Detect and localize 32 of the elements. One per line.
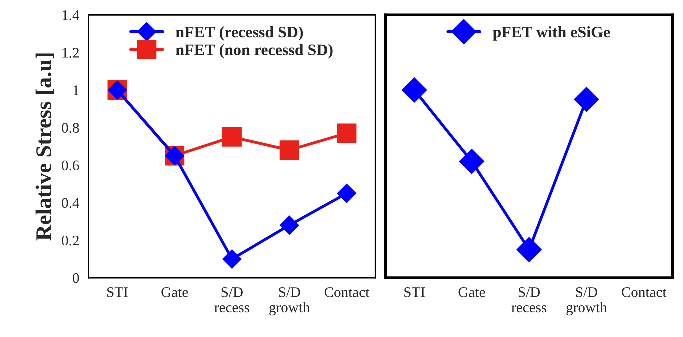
x-tick-label: STI xyxy=(108,288,128,298)
y-tick-label: 0.6 xyxy=(62,160,80,171)
x-tick-label: Contact xyxy=(622,288,667,298)
x-tick-label: STI xyxy=(404,288,426,298)
y-axis-title: Relative Stress [a.u] xyxy=(36,54,54,241)
x-tick-label: S/D recess xyxy=(214,288,250,313)
x-tick-label: S/D growth xyxy=(270,288,310,316)
point xyxy=(402,78,428,103)
point xyxy=(337,124,357,144)
y-tick-label: 0.4 xyxy=(62,198,80,208)
point xyxy=(459,149,484,174)
x-tick-label: Contact xyxy=(324,288,370,298)
legend-label: nFET (non recessd SD) xyxy=(176,44,333,59)
point xyxy=(280,140,300,160)
y-tick-label: 1 xyxy=(74,86,79,96)
y-tick-label: 0.8 xyxy=(62,123,80,134)
legend-label: pFET with eSiGe xyxy=(493,26,610,41)
x-tick-label: Gate xyxy=(162,288,188,298)
y-tick-label: 1.4 xyxy=(62,10,80,20)
point xyxy=(516,237,542,262)
x-tick-label: S/D growth xyxy=(566,288,608,316)
y-tick-label: 0 xyxy=(73,273,80,284)
point xyxy=(222,127,242,147)
point xyxy=(222,250,242,269)
y-tick-label: 1.2 xyxy=(62,48,79,58)
legend-label: nFET (recessd SD) xyxy=(176,26,304,41)
point xyxy=(574,87,600,112)
x-tick-label: S/D recess xyxy=(512,288,547,313)
y-tick-label: 0.2 xyxy=(62,236,79,246)
point xyxy=(280,216,300,235)
x-tick-label: Gate xyxy=(458,288,486,298)
point xyxy=(337,184,356,204)
